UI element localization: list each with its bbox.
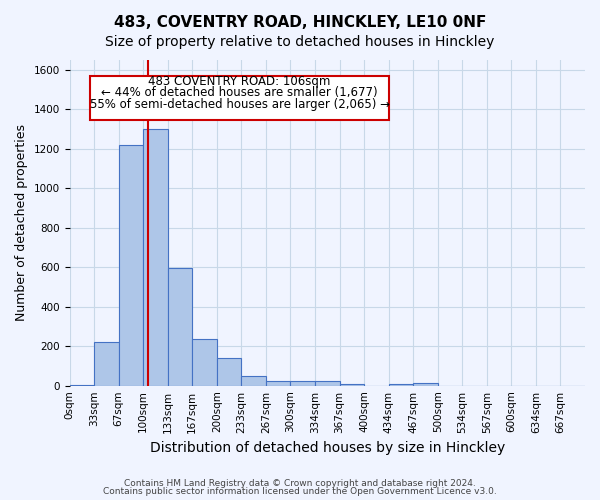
- Bar: [413, 382, 438, 386]
- Y-axis label: Number of detached properties: Number of detached properties: [15, 124, 28, 322]
- FancyBboxPatch shape: [90, 76, 389, 120]
- Bar: [192, 338, 217, 386]
- Text: 55% of semi-detached houses are larger (2,065) →: 55% of semi-detached houses are larger (…: [89, 98, 389, 110]
- Text: Contains HM Land Registry data © Crown copyright and database right 2024.: Contains HM Land Registry data © Crown c…: [124, 478, 476, 488]
- Bar: [143, 129, 168, 386]
- Bar: [94, 342, 119, 386]
- Bar: [168, 268, 192, 386]
- Bar: [119, 145, 143, 386]
- Text: ← 44% of detached houses are smaller (1,677): ← 44% of detached houses are smaller (1,…: [101, 86, 378, 99]
- Bar: [241, 376, 266, 386]
- Bar: [217, 358, 241, 386]
- Text: 483 COVENTRY ROAD: 106sqm: 483 COVENTRY ROAD: 106sqm: [148, 75, 331, 88]
- Bar: [389, 384, 413, 386]
- Bar: [290, 382, 315, 386]
- Text: Contains public sector information licensed under the Open Government Licence v3: Contains public sector information licen…: [103, 487, 497, 496]
- Bar: [266, 380, 290, 386]
- X-axis label: Distribution of detached houses by size in Hinckley: Distribution of detached houses by size …: [149, 441, 505, 455]
- Bar: [340, 384, 364, 386]
- Bar: [315, 380, 340, 386]
- Bar: [70, 384, 94, 386]
- Text: Size of property relative to detached houses in Hinckley: Size of property relative to detached ho…: [106, 35, 494, 49]
- Text: 483, COVENTRY ROAD, HINCKLEY, LE10 0NF: 483, COVENTRY ROAD, HINCKLEY, LE10 0NF: [114, 15, 486, 30]
